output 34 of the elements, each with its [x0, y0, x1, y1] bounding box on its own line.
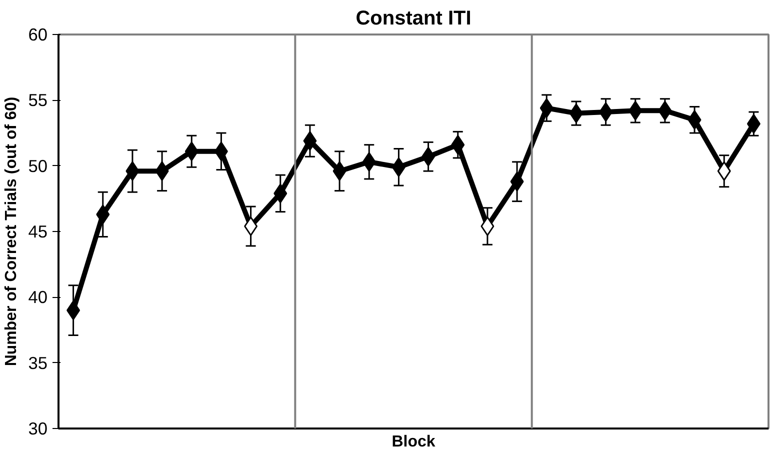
point: [628, 100, 642, 120]
point: [274, 184, 288, 204]
point: [510, 172, 524, 192]
x-axis-title: Block: [392, 434, 436, 450]
y-tick-label: 55: [28, 90, 48, 110]
y-tick-label: 30: [28, 418, 48, 438]
point: [66, 300, 80, 320]
point: [155, 161, 169, 181]
y-tick-label: 45: [28, 222, 48, 242]
point: [540, 98, 554, 118]
y-tick-label: 50: [28, 156, 48, 176]
point: [688, 110, 702, 130]
y-tick-label: 40: [28, 287, 48, 308]
point: [303, 131, 317, 151]
point: [422, 146, 436, 166]
point: [126, 161, 140, 181]
point: [214, 142, 228, 162]
point: [332, 161, 346, 181]
point: [569, 104, 583, 124]
point: [362, 152, 376, 172]
point: [480, 216, 494, 236]
point: [244, 216, 258, 236]
point: [392, 157, 406, 177]
chart-title: Constant ITI: [356, 8, 472, 30]
point: [746, 114, 760, 134]
point: [96, 204, 110, 224]
point: [658, 100, 672, 120]
y-tick-label: 35: [28, 352, 48, 373]
point: [717, 161, 731, 181]
y-axis-title: Number of Correct Trials (out of 60): [3, 96, 20, 366]
point: [184, 142, 198, 162]
y-tick-label: 60: [28, 24, 48, 44]
point: [599, 102, 613, 122]
point: [451, 135, 465, 155]
